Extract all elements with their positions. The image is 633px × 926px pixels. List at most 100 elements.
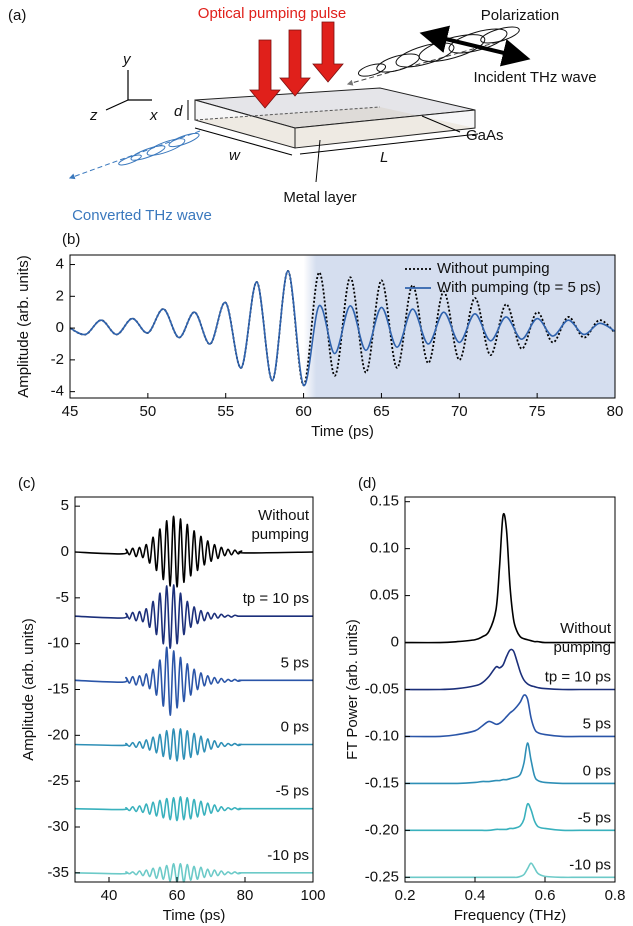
series-line (74, 862, 313, 883)
y-tick-label: 0 (61, 543, 69, 560)
dimension-line (194, 127, 293, 156)
y-tick-label: -5 (56, 589, 69, 606)
x-tick-label: 60 (295, 403, 312, 420)
legend-label: With pumping (tp = 5 ps) (437, 279, 601, 296)
x-tick-label: 0.8 (605, 887, 626, 904)
series-label: Without pumping (553, 619, 611, 656)
polarization-label: Polarization (481, 7, 559, 24)
x-tick-label: 0.4 (465, 887, 486, 904)
x-axis-label: Time (ps) (311, 423, 374, 440)
series-label-box: Without pumping (251, 507, 309, 543)
x-tick-label: 40 (101, 887, 118, 904)
shaded-region (303, 255, 615, 398)
x-tick-label: 80 (237, 887, 254, 904)
converted-wave (118, 132, 200, 166)
y-tick-label: -25 (47, 772, 69, 789)
series-label: Without pumping (251, 507, 309, 543)
x-tick-label: 75 (529, 403, 546, 420)
x-tick-label: 65 (373, 403, 390, 420)
axis-letter: z (89, 107, 98, 124)
series-label-box: Without pumping (553, 619, 611, 656)
panel-label: (d) (358, 475, 376, 492)
gaas-label: GaAs (466, 127, 504, 144)
metal-label: Metal layer (283, 189, 356, 206)
dimension-label: d (174, 103, 183, 120)
series-label: 0 ps (583, 762, 611, 779)
series-line (404, 648, 615, 691)
series-label: tp = 10 ps (243, 590, 309, 607)
y-tick-label: 4 (56, 256, 64, 273)
incident-label: Incident THz wave (473, 69, 596, 86)
series-label: -5 ps (578, 809, 611, 826)
x-tick-label: 60 (169, 887, 186, 904)
y-axis-label: Amplitude (arb. units) (20, 618, 37, 761)
y-tick-label: -20 (47, 726, 69, 743)
legend-label: Without pumping (437, 260, 550, 277)
polarization-arrow (419, 25, 531, 67)
series-line (405, 742, 615, 785)
y-tick-label: -0.25 (365, 868, 399, 885)
pump-label: Optical pumping pulse (198, 5, 346, 22)
plot-frame (74, 496, 314, 883)
series-line (74, 795, 313, 822)
y-tick-label: -0.05 (365, 680, 399, 697)
y-tick-label: -2 (51, 351, 64, 368)
series-label: -10 ps (267, 847, 309, 864)
hidden-edge (194, 106, 381, 121)
dimension-label: L (380, 149, 388, 166)
series-line (74, 646, 313, 716)
panel-label: (a) (8, 7, 26, 24)
y-tick-label: 0 (56, 319, 64, 336)
x-tick-label: 45 (62, 403, 79, 420)
x-axis-label: Time (ps) (163, 907, 226, 924)
series-line (405, 802, 615, 832)
dimension-label: w (229, 147, 241, 164)
y-tick-label: 5 (61, 497, 69, 514)
series-label: 5 ps (583, 715, 611, 732)
y-tick-label: -30 (47, 818, 69, 835)
y-tick-label: 0.15 (370, 493, 399, 510)
y-tick-label: -15 (47, 680, 69, 697)
x-tick-label: 0.2 (395, 887, 416, 904)
y-tick-label: 0.05 (370, 587, 399, 604)
series-line (404, 512, 615, 644)
series-line (69, 270, 616, 387)
y-tick-label: 2 (56, 287, 64, 304)
y-tick-label: -4 (51, 383, 64, 400)
panel-label: (c) (18, 475, 36, 492)
axis-letter: y (122, 51, 132, 68)
axis-arrow (105, 99, 129, 111)
series-label: 0 ps (281, 718, 309, 735)
series-label: tp = 10 ps (545, 668, 611, 685)
pump-arrows (249, 21, 344, 109)
y-tick-label: 0 (391, 634, 399, 651)
x-tick-label: 80 (607, 403, 624, 420)
y-tick-label: -0.10 (365, 727, 399, 744)
series-line (404, 694, 615, 738)
y-tick-label: -0.20 (365, 821, 399, 838)
series-line (74, 728, 313, 762)
series-label: 5 ps (281, 654, 309, 671)
x-axis-label: Frequency (THz) (454, 907, 567, 924)
plot-frame (69, 254, 616, 399)
series-label: -10 ps (569, 856, 611, 873)
y-axis-label: Amplitude (arb. units) (15, 255, 32, 398)
converted-label: Converted THz wave (72, 207, 212, 224)
leader-line (421, 115, 461, 133)
y-tick-label: -0.15 (365, 774, 399, 791)
converted-direction (68, 130, 201, 180)
leader-line (315, 139, 321, 183)
y-tick-label: -10 (47, 635, 69, 652)
y-tick-label: -35 (47, 864, 69, 881)
dimension-line (299, 133, 479, 155)
series-line (74, 584, 313, 650)
axis-letter: x (149, 107, 158, 124)
y-axis-label: FT Power (arb. units) (344, 619, 361, 760)
x-tick-label: 100 (300, 887, 325, 904)
y-tick-label: 0.10 (370, 540, 399, 557)
x-tick-label: 55 (217, 403, 234, 420)
panel-label: (b) (62, 231, 80, 248)
x-tick-label: 0.6 (535, 887, 556, 904)
